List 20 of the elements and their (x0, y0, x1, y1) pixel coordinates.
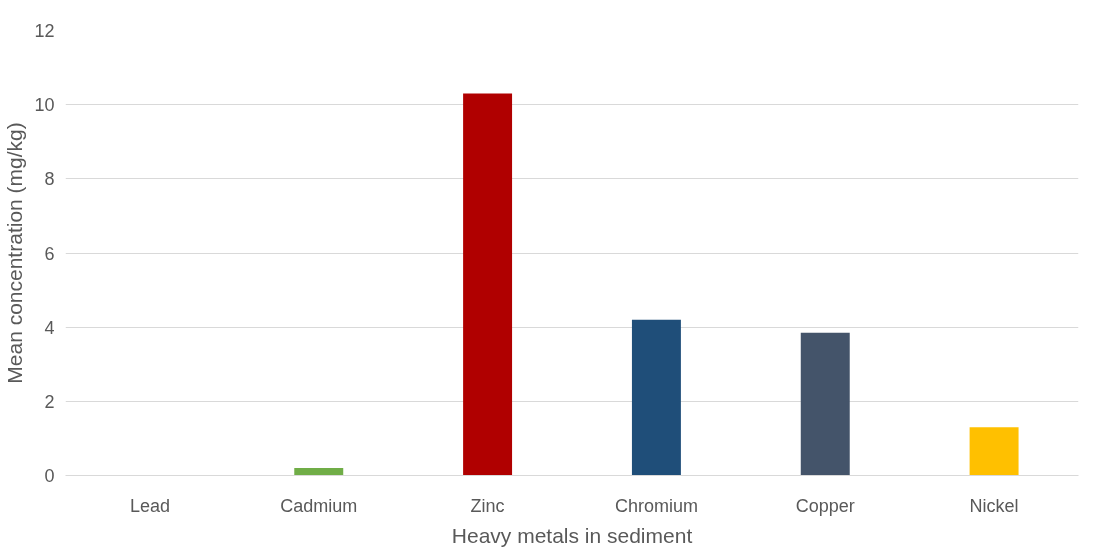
y-tick-label: 2 (44, 391, 55, 412)
y-axis-title: Mean concentration (mg/kg) (3, 122, 27, 384)
x-tick-label: Copper (795, 495, 855, 516)
y-tick-label: 0 (44, 466, 55, 486)
y-tick-label: 8 (44, 169, 55, 190)
y-tick-label: 12 (34, 21, 55, 41)
x-tick-label: Cadmium (280, 495, 358, 516)
x-axis-title: Heavy metals in sediment (451, 523, 693, 547)
bar (800, 332, 850, 476)
x-tick-label: Zinc (470, 495, 505, 516)
bar (631, 319, 681, 476)
y-tick-label: 10 (34, 95, 55, 116)
x-tick-label: Chromium (614, 495, 698, 516)
bar (463, 93, 513, 476)
y-tick-label: 6 (44, 243, 55, 264)
x-tick-label: Lead (129, 495, 170, 516)
y-tick-label: 4 (44, 317, 55, 338)
bar (294, 468, 344, 476)
x-tick-label: Nickel (969, 495, 1019, 516)
bar (969, 427, 1019, 476)
